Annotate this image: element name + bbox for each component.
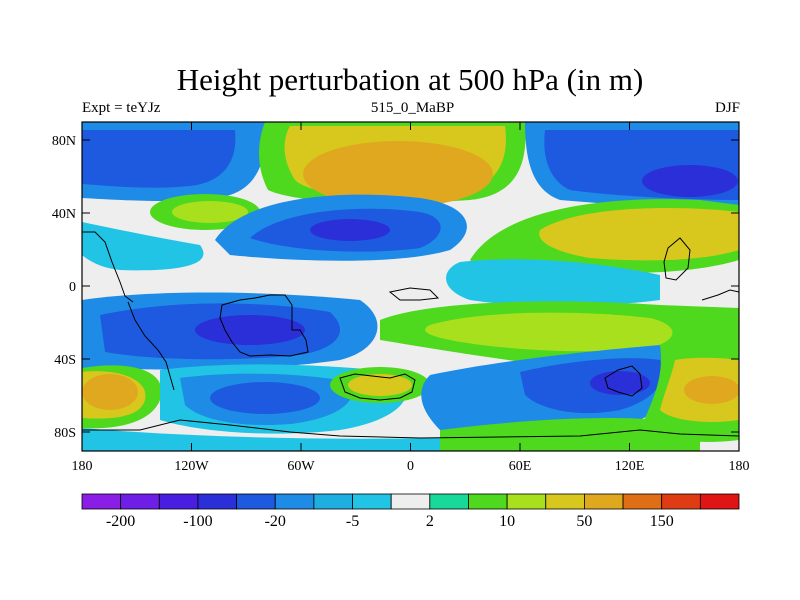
colorbar-swatch: [274, 493, 315, 510]
colorbar-swatch: [699, 493, 740, 510]
colorbar-swatch: [120, 493, 160, 510]
lat-tick-label: 40S: [54, 353, 76, 368]
colorbar-label: 2: [426, 513, 434, 530]
period-label: 515_0_MaBP: [370, 100, 455, 116]
colorbar-swatch: [390, 493, 431, 510]
coastlines: [82, 231, 739, 439]
contour-deep-blue-40n: [310, 219, 390, 241]
colorbar-swatch: [584, 493, 624, 510]
colorbar-swatch: [622, 493, 663, 510]
contour-deep-blue-sh-mid: [210, 382, 320, 414]
contour-small-yellow-40n: [172, 201, 248, 223]
colorbar-swatch: [506, 493, 547, 510]
contour-nh-deep-blue-east: [642, 165, 738, 197]
lat-tick-label: 40N: [52, 207, 76, 222]
latitude-axis: 80N 40N 0 40S 80S: [52, 134, 739, 441]
longitude-axis: 180 120W 60W 0 60E 120E 180: [72, 122, 750, 474]
lat-tick-label: 0: [69, 280, 76, 295]
coastline-australia: [604, 365, 643, 397]
colorbar-swatch: [313, 493, 353, 510]
season-label: DJF: [714, 100, 740, 116]
coastline-east-asia: [663, 237, 691, 281]
colorbar-swatch: [197, 493, 237, 510]
contour-deep-blue-sh-west: [195, 315, 305, 345]
colorbar-swatch: [352, 493, 392, 510]
lon-tick-label: 60W: [287, 459, 315, 474]
lon-tick-label: 0: [407, 459, 414, 474]
colorbar-swatch: [158, 493, 199, 510]
colorbar-label: 50: [576, 513, 592, 530]
experiment-label: Expt = teYJz: [82, 100, 161, 116]
colorbar-label: -100: [183, 513, 212, 530]
contour-green-sh-polar-east: [440, 418, 700, 451]
contour-cyan-tropics-east: [446, 259, 660, 306]
colorbar-swatch: [81, 493, 122, 510]
contour-cyan-sw-40n: [82, 222, 204, 271]
colorbar-swatch: [236, 493, 276, 510]
colorbar-label: -200: [106, 513, 135, 530]
contour-yellow-tropics-south: [425, 312, 673, 352]
lon-tick-label: 120E: [615, 459, 645, 474]
coastline-central-pacific: [127, 301, 175, 391]
contour-nh-blue-west-core: [82, 130, 236, 188]
coastline-north-america-west: [82, 231, 134, 303]
contour-orange-sh-se: [684, 376, 739, 404]
lon-tick-label: 180: [72, 459, 93, 474]
colorbar-swatch: [429, 493, 469, 510]
colorbar-label: 150: [650, 513, 674, 530]
contour-yellow-sh-center: [348, 374, 412, 396]
colorbar-swatch: [468, 493, 508, 510]
contour-orange-sh-sw: [82, 374, 138, 410]
lon-tick-label: 180: [729, 459, 750, 474]
colorbar-swatch: [661, 493, 701, 510]
contour-yellow-east-40n: [539, 207, 739, 261]
coastline-antarctica: [82, 419, 739, 439]
coastline-south-america: [219, 294, 309, 357]
contour-field: [82, 122, 739, 451]
contour-nh-orange-center: [303, 141, 493, 207]
contour-deep-blue-sh-east: [590, 371, 650, 395]
coastline-africa: [388, 287, 440, 301]
coastline-africa-south: [339, 373, 416, 401]
colorbar-label: -5: [346, 513, 359, 530]
colorbar-label: 10: [499, 513, 515, 530]
colorbar-swatch: [545, 493, 585, 510]
lon-tick-label: 120W: [174, 459, 209, 474]
colorbar: -200 -100 -20 -5 2 10 50 150: [81, 493, 740, 530]
lat-tick-label: 80S: [54, 426, 76, 441]
lon-tick-label: 60E: [509, 459, 532, 474]
lat-tick-label: 80N: [52, 134, 76, 149]
colorbar-label: -20: [265, 513, 286, 530]
plot-title: Height perturbation at 500 hPa (in m): [176, 62, 644, 97]
coastline-western-pacific: [701, 289, 739, 301]
